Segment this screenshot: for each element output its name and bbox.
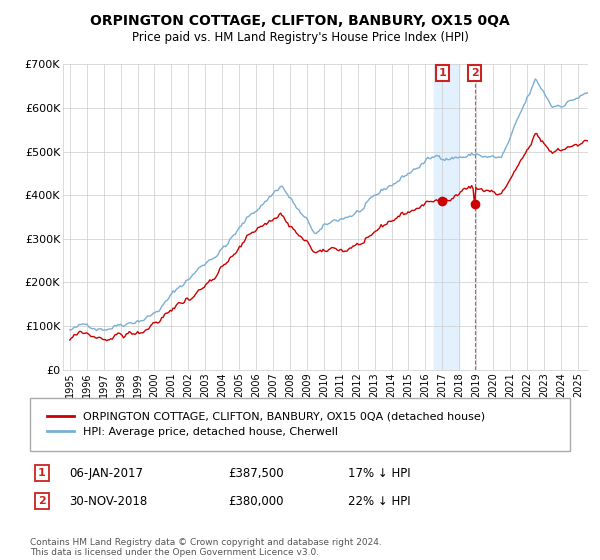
Text: 1: 1	[439, 68, 446, 78]
Text: 06-JAN-2017: 06-JAN-2017	[69, 466, 143, 480]
Bar	[434, 64, 459, 370]
Text: £387,500: £387,500	[228, 466, 284, 480]
Text: ORPINGTON COTTAGE, CLIFTON, BANBURY, OX15 0QA: ORPINGTON COTTAGE, CLIFTON, BANBURY, OX1…	[90, 14, 510, 28]
Text: Contains HM Land Registry data © Crown copyright and database right 2024.
This d: Contains HM Land Registry data © Crown c…	[30, 538, 382, 557]
Text: 2: 2	[38, 496, 46, 506]
Text: Price paid vs. HM Land Registry's House Price Index (HPI): Price paid vs. HM Land Registry's House …	[131, 31, 469, 44]
Text: 2: 2	[471, 68, 479, 78]
Text: 30-NOV-2018: 30-NOV-2018	[69, 494, 147, 508]
Text: £380,000: £380,000	[228, 494, 284, 508]
Text: 1: 1	[38, 468, 46, 478]
Text: 17% ↓ HPI: 17% ↓ HPI	[348, 466, 410, 480]
Legend: ORPINGTON COTTAGE, CLIFTON, BANBURY, OX15 0QA (detached house), HPI: Average pri: ORPINGTON COTTAGE, CLIFTON, BANBURY, OX1…	[41, 406, 491, 442]
FancyBboxPatch shape	[30, 398, 570, 451]
Text: 22% ↓ HPI: 22% ↓ HPI	[348, 494, 410, 508]
